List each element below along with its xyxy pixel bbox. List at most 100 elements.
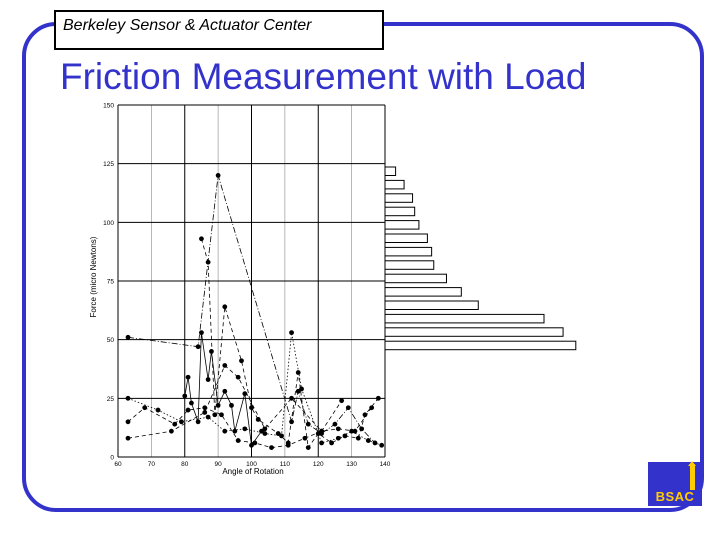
data-point [339, 398, 345, 404]
bar [384, 327, 564, 337]
y-tick-label: 100 [103, 220, 114, 227]
data-point [242, 426, 248, 432]
x-tick-label: 130 [346, 461, 357, 468]
data-point [195, 344, 201, 350]
bar [384, 206, 416, 217]
tick-labels: 60 70 80 90 100 110 120 130 140 0 25 50 75 100 125 150 [103, 103, 391, 469]
bar [384, 193, 414, 203]
data-point [125, 435, 131, 441]
bar [384, 220, 420, 230]
data-point [379, 442, 385, 448]
data-point [242, 391, 248, 397]
data-point [239, 358, 244, 364]
x-tick-label: 120 [313, 461, 324, 468]
data-point [302, 435, 308, 441]
bar-group [384, 166, 577, 351]
data-point [369, 405, 375, 411]
data-point [185, 407, 191, 413]
bar [384, 233, 428, 243]
bar [384, 260, 435, 270]
bar [384, 340, 577, 351]
y-tick-label: 150 [103, 103, 114, 110]
data-point [185, 374, 191, 380]
data-point [345, 405, 351, 411]
y-tick-label: 125 [103, 161, 114, 168]
x-tick-label: 140 [380, 461, 391, 468]
y-axis-label: Force (micro Newtons) [89, 236, 98, 317]
data-point [279, 433, 284, 439]
data-point [295, 388, 301, 394]
data-point [125, 334, 131, 340]
data-point [262, 426, 268, 432]
x-tick-label: 70 [148, 461, 156, 468]
bar [384, 246, 433, 257]
data-point [195, 419, 201, 425]
data-point [259, 428, 264, 434]
data-point [289, 330, 294, 336]
data-point [352, 428, 358, 434]
data-point [222, 428, 228, 434]
data-point [219, 412, 224, 418]
campanile-icon [688, 461, 696, 490]
data-point [215, 402, 221, 408]
data-point [209, 349, 214, 354]
data-point [375, 395, 381, 401]
bar [384, 166, 397, 176]
data-point [359, 426, 365, 432]
series-line-1 [127, 364, 342, 439]
data-point [202, 405, 208, 411]
x-tick-label: 60 [114, 461, 122, 468]
data-point [335, 426, 341, 432]
data-point [329, 440, 334, 446]
series-line-3 [184, 332, 262, 447]
data-point [199, 236, 204, 242]
data-point [295, 370, 301, 375]
data-point [229, 402, 234, 408]
data-point [215, 173, 221, 178]
data-point [169, 428, 174, 434]
data-point [222, 304, 228, 310]
data-point [199, 330, 204, 336]
x-axis-label: Angle of Rotation [222, 467, 283, 476]
x-tick-label: 80 [181, 461, 189, 468]
y-tick-label: 0 [110, 455, 114, 462]
data-point [362, 412, 368, 418]
data-point [289, 395, 294, 401]
bar [384, 313, 545, 324]
data-point [275, 431, 281, 436]
data-point [205, 259, 211, 265]
header-label: Berkeley Sensor & Actuator Center [54, 10, 384, 50]
data-point [249, 442, 254, 448]
x-tick-label: 100 [246, 461, 257, 468]
grid [117, 104, 386, 458]
slide-title: Friction Measurement with Load [60, 56, 587, 97]
data-point [222, 363, 228, 368]
data-point [255, 417, 261, 422]
data-point [285, 440, 291, 446]
bar [384, 179, 405, 190]
data-point [125, 395, 131, 401]
friction-chart: 60 70 80 90 100 110 120 130 1400255075100125150 … [89, 103, 577, 476]
bar [384, 273, 447, 284]
y-tick-label: 75 [107, 279, 115, 286]
y-tick-label: 25 [107, 396, 115, 403]
series-line-6 [127, 332, 382, 446]
data-point [349, 428, 355, 434]
logo-text: BSAC [655, 489, 695, 504]
data-point [212, 412, 218, 418]
data-point [172, 421, 178, 427]
data-point [189, 400, 194, 406]
data-point [269, 445, 274, 451]
data-point [262, 431, 268, 436]
data-point [182, 393, 188, 399]
data-point [222, 388, 228, 394]
data-point [319, 440, 324, 446]
bsac-logo: BSAC [648, 461, 702, 506]
data-point [365, 438, 371, 443]
data-point [142, 405, 148, 411]
data-point [332, 421, 338, 427]
bar [384, 300, 479, 310]
data-point [315, 431, 321, 436]
data-point [235, 374, 241, 380]
data-point [305, 421, 311, 427]
